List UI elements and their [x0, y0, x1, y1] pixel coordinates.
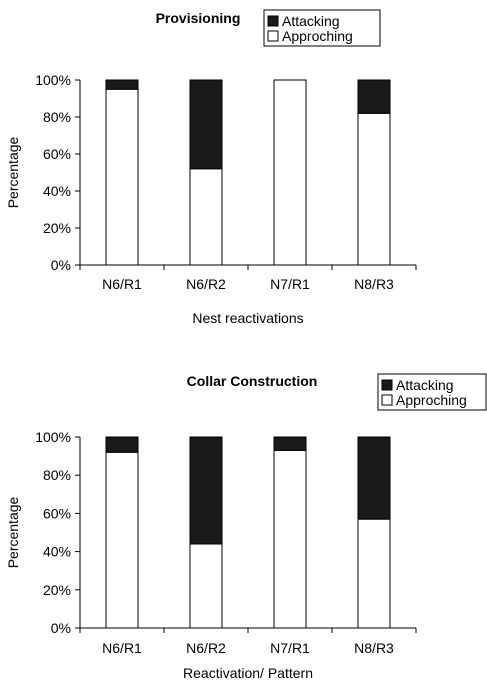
y-tick-label: 80%	[43, 467, 71, 483]
x-axis-label: Reactivation/ Pattern	[183, 665, 313, 681]
x-tick-label: N7/R1	[270, 276, 310, 292]
bar-attacking-n8-r3	[357, 79, 391, 114]
y-tick-label: 40%	[43, 544, 71, 560]
legend-swatch-attacking	[267, 15, 279, 27]
x-tick-label: N6/R2	[186, 276, 226, 292]
y-tick-label: 60%	[43, 146, 71, 162]
bar-approching-n8-r3	[357, 518, 391, 629]
legend-label-attacking: Attacking	[396, 377, 454, 393]
y-tick-label: 0%	[51, 257, 71, 273]
x-tick-label: N8/R3	[354, 276, 394, 292]
y-axis-label: Percentage	[5, 136, 21, 208]
x-tick-label: N7/R1	[270, 640, 310, 656]
bar-approching-n6-r1	[105, 451, 139, 629]
x-tick-label: N6/R2	[186, 640, 226, 656]
legend-label-approching: Approching	[282, 28, 353, 44]
legend-swatch-attacking	[381, 379, 393, 391]
chart-title: Collar Construction	[187, 373, 318, 389]
legend-label-approching: Approching	[396, 392, 467, 408]
bar-attacking-n6-r1	[105, 436, 139, 453]
bar-approching-n6-r1	[105, 88, 139, 266]
bar-attacking-n6-r2	[189, 79, 223, 170]
y-tick-label: 40%	[43, 183, 71, 199]
x-tick-label: N6/R1	[102, 276, 142, 292]
legend-swatch-approching	[381, 394, 393, 406]
legend-frame	[263, 9, 381, 47]
bar-approching-n7-r1	[273, 79, 307, 266]
chart-title: Provisioning	[156, 10, 241, 26]
y-tick-label: 100%	[35, 72, 71, 88]
y-tick-label: 20%	[43, 220, 71, 236]
bar-approching-n6-r2	[189, 168, 223, 266]
bar-attacking-n6-r2	[189, 436, 223, 545]
bar-attacking-n7-r1	[273, 436, 307, 451]
y-tick-label: 0%	[51, 620, 71, 636]
bar-attacking-n6-r1	[105, 79, 139, 90]
bar-attacking-n8-r3	[357, 436, 391, 520]
y-tick-label: 100%	[35, 429, 71, 445]
bar-approching-n7-r1	[273, 449, 307, 629]
x-tick-label: N8/R3	[354, 640, 394, 656]
x-tick-label: N6/R1	[102, 640, 142, 656]
legend-swatch-approching	[267, 30, 279, 42]
legend-frame	[377, 373, 487, 411]
y-tick-label: 80%	[43, 109, 71, 125]
bar-approching-n6-r2	[189, 543, 223, 629]
legend-label-attacking: Attacking	[282, 13, 340, 29]
x-axis-label: Nest reactivations	[192, 310, 303, 326]
y-axis-label: Percentage	[5, 496, 21, 568]
y-tick-label: 20%	[43, 582, 71, 598]
bar-approching-n8-r3	[357, 112, 391, 266]
y-tick-label: 60%	[43, 505, 71, 521]
